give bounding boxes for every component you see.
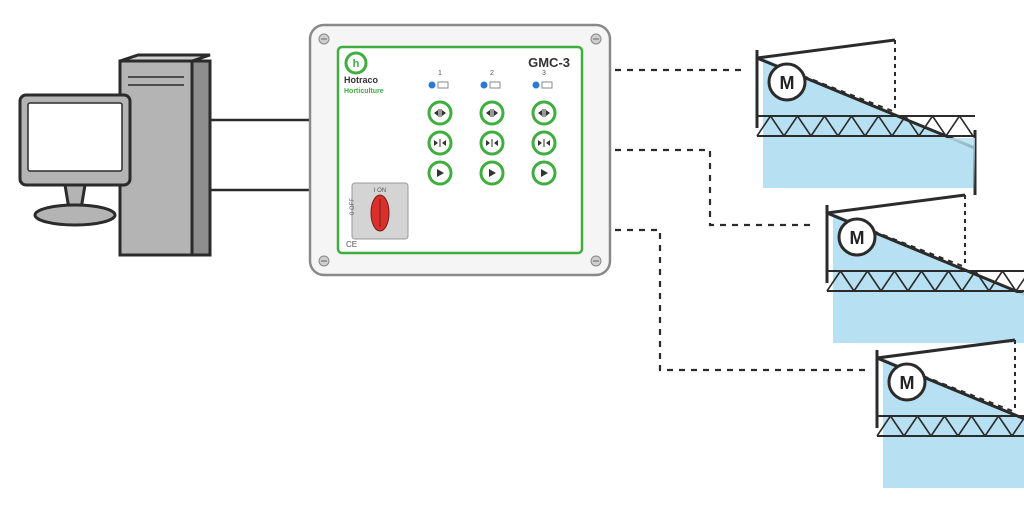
channel-number: 2 xyxy=(490,70,494,77)
greenhouse-vent: M xyxy=(877,340,1024,495)
power-switch[interactable]: I ON 0 OFF xyxy=(350,183,408,239)
status-led xyxy=(481,82,488,89)
brand-name: Hotraco xyxy=(344,75,379,85)
ce-mark: CE xyxy=(346,240,357,249)
svg-text:0 OFF: 0 OFF xyxy=(350,198,356,215)
control-button[interactable] xyxy=(533,102,555,124)
control-button[interactable] xyxy=(429,132,451,154)
control-button[interactable] xyxy=(481,162,503,184)
greenhouse-vent: M xyxy=(757,40,975,195)
control-button[interactable] xyxy=(429,102,451,124)
control-button[interactable] xyxy=(429,162,451,184)
motor-label: M xyxy=(900,373,915,393)
control-button[interactable] xyxy=(481,102,503,124)
control-button[interactable] xyxy=(533,132,555,154)
control-button[interactable] xyxy=(481,132,503,154)
motor-badge: M xyxy=(839,219,875,255)
greenhouse-vent: M xyxy=(827,195,1024,350)
computer-tower xyxy=(120,55,210,255)
channel-number: 3 xyxy=(542,70,546,77)
brand-subtitle: Horticulture xyxy=(344,88,384,95)
status-led xyxy=(533,82,540,89)
motor-label: M xyxy=(850,228,865,248)
svg-text:I ON: I ON xyxy=(374,188,386,194)
motor-badge: M xyxy=(889,364,925,400)
status-led xyxy=(429,82,436,89)
model-label: GMC-3 xyxy=(528,55,570,70)
svg-text:h: h xyxy=(353,58,360,70)
computer-monitor xyxy=(20,95,130,225)
motor-badge: M xyxy=(769,64,805,100)
channel-number: 1 xyxy=(438,70,442,77)
control-button[interactable] xyxy=(533,162,555,184)
motor-label: M xyxy=(780,73,795,93)
controller-unit: h Hotraco Horticulture GMC-3 1 2 3 I ON 0 OFF CE xyxy=(310,25,610,275)
